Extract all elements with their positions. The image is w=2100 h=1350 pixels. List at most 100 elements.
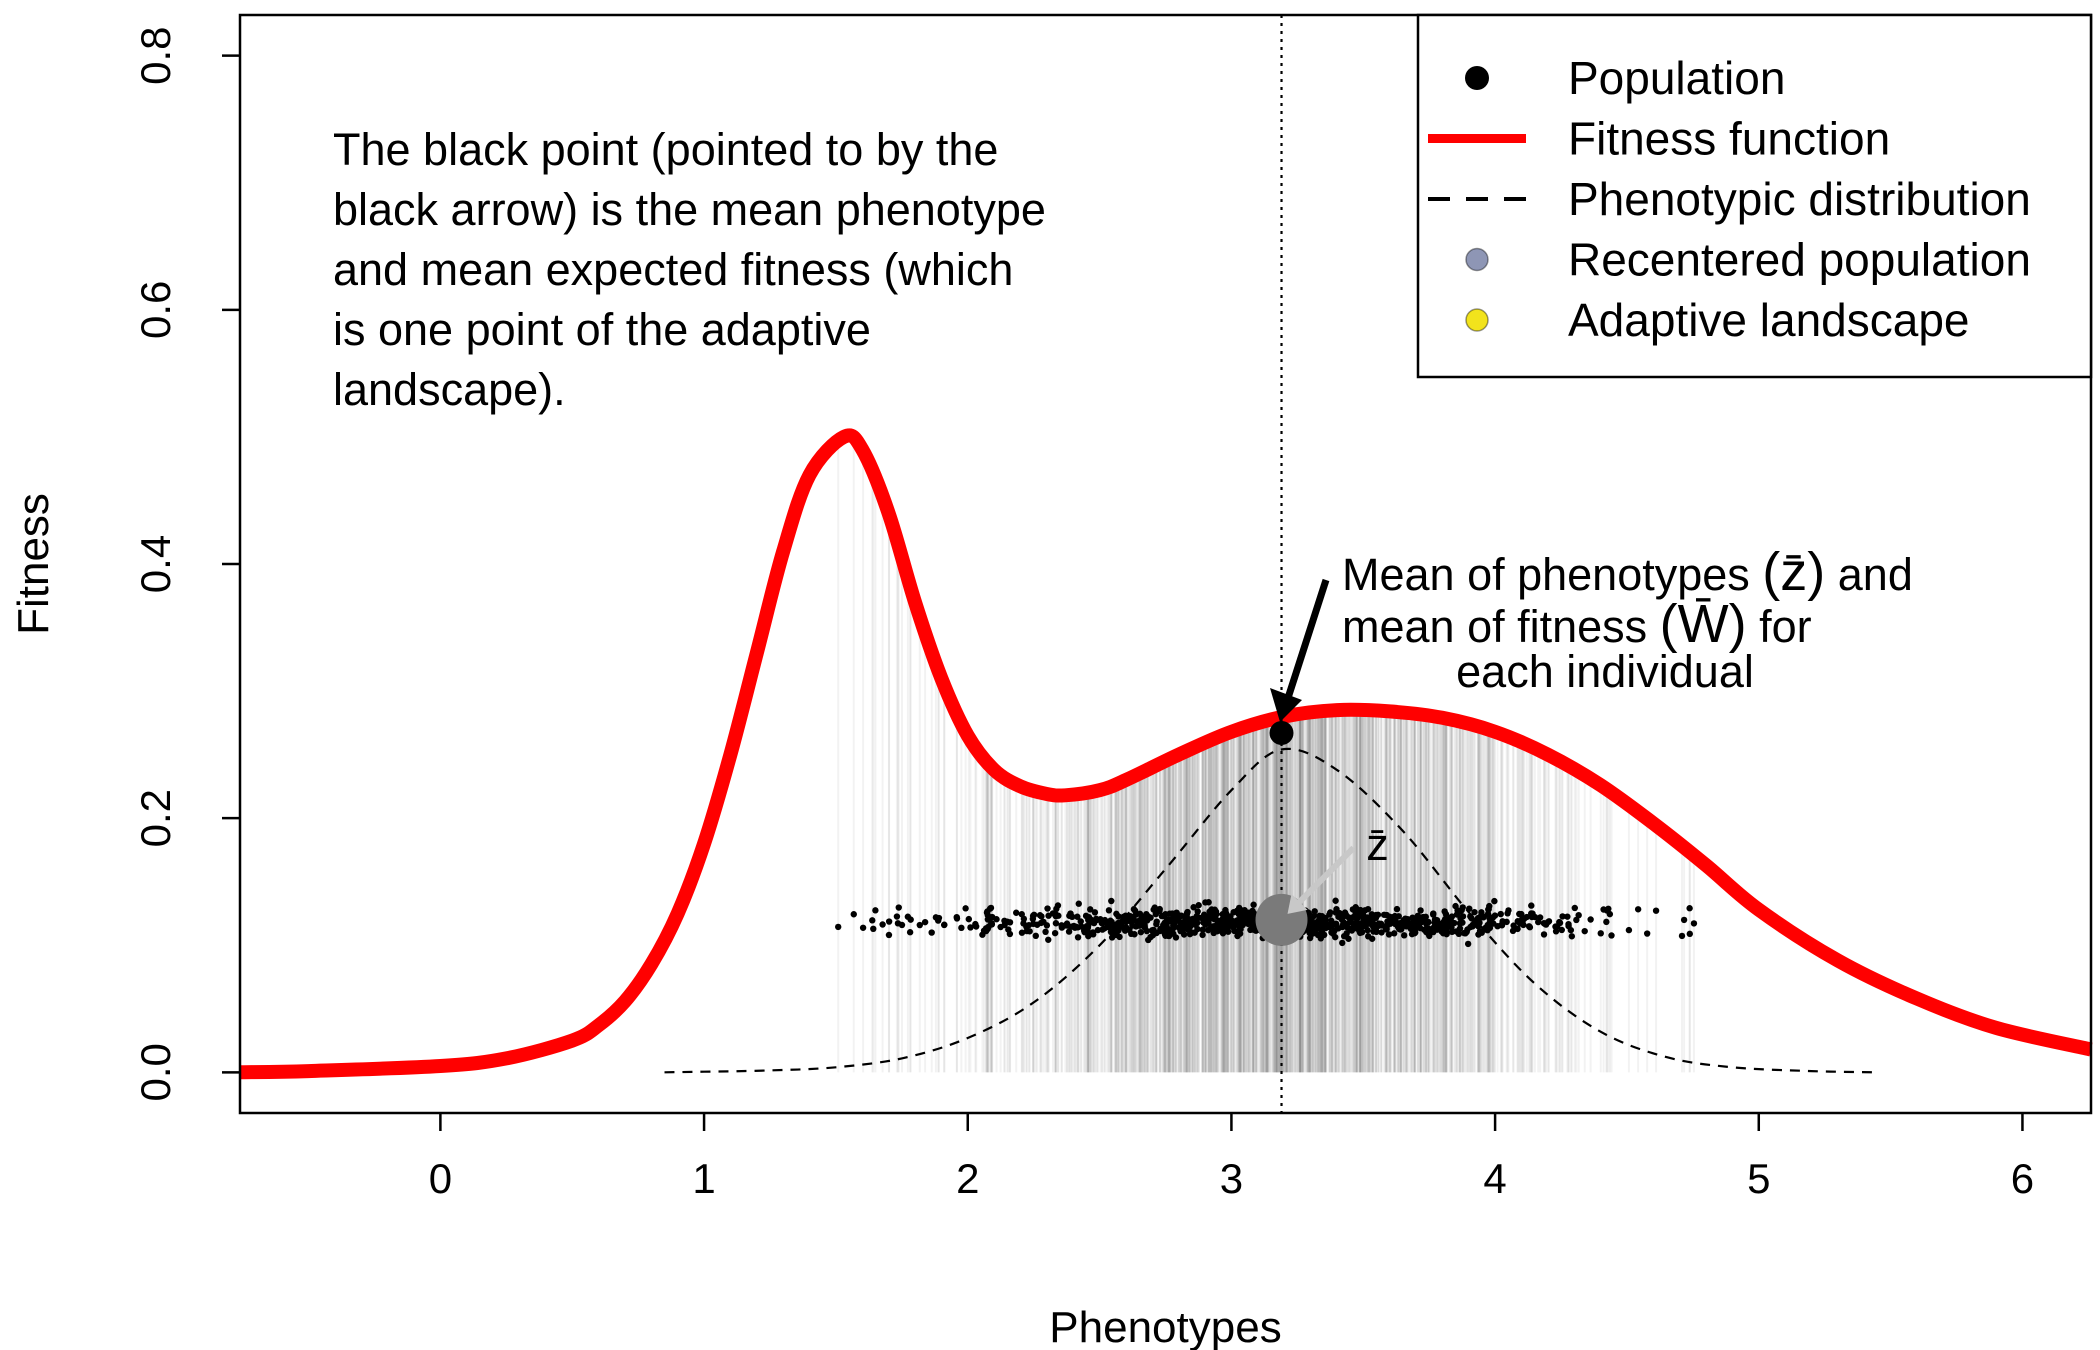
individual-point bbox=[1430, 911, 1437, 918]
individual-point bbox=[1395, 913, 1402, 920]
top-annotation-line: landscape). bbox=[333, 364, 566, 415]
individual-point bbox=[1074, 924, 1081, 931]
individual-point bbox=[1464, 940, 1472, 948]
individual-point bbox=[928, 929, 935, 936]
individual-point bbox=[1199, 931, 1206, 939]
fitness-function-curve bbox=[239, 428, 2093, 1080]
individual-point bbox=[1442, 910, 1450, 918]
individual-point bbox=[1568, 933, 1576, 940]
phenotypic-distribution-layer bbox=[664, 747, 1878, 1074]
individual-point bbox=[1385, 931, 1393, 938]
individual-point bbox=[1153, 920, 1160, 928]
individual-point bbox=[1205, 899, 1212, 906]
top-annotation-line: black arrow) is the mean phenotype bbox=[333, 184, 1046, 235]
individual-point bbox=[1690, 920, 1698, 927]
individual-point bbox=[1558, 926, 1565, 934]
individual-point bbox=[904, 913, 912, 920]
individual-point bbox=[1575, 911, 1582, 919]
individual-point bbox=[1603, 918, 1610, 926]
legend-label: Phenotypic distribution bbox=[1568, 173, 2031, 225]
y-tick-label: 0.0 bbox=[132, 1043, 179, 1101]
individual-point bbox=[906, 929, 914, 936]
individual-point bbox=[1160, 925, 1168, 933]
individual-point bbox=[1150, 906, 1157, 913]
legend: Population Fitness function Phenotypic dis… bbox=[1416, 13, 2093, 379]
individual-point bbox=[1052, 920, 1060, 927]
individual-point bbox=[1351, 906, 1358, 914]
population-arrowhead bbox=[1270, 688, 1302, 722]
individual-point bbox=[1587, 916, 1594, 923]
individual-point bbox=[1425, 925, 1432, 932]
individual-point bbox=[869, 917, 876, 924]
individual-point bbox=[1194, 908, 1201, 915]
individual-point bbox=[1045, 912, 1052, 919]
individual-point bbox=[1091, 909, 1099, 916]
individual-point bbox=[1540, 931, 1548, 938]
individual-point bbox=[1491, 897, 1498, 905]
individual-point bbox=[1131, 931, 1138, 938]
individual-point bbox=[1094, 926, 1102, 934]
individual-point bbox=[1195, 902, 1202, 909]
x-tick-label: 6 bbox=[2011, 1155, 2034, 1202]
individual-point bbox=[1153, 929, 1160, 937]
individual-point bbox=[1145, 936, 1152, 944]
individual-point bbox=[1440, 930, 1447, 937]
individual-point bbox=[1380, 911, 1388, 918]
individual-point bbox=[1077, 918, 1084, 925]
individual-point bbox=[1194, 919, 1201, 927]
individual-point bbox=[1606, 910, 1614, 918]
individual-point bbox=[1417, 924, 1424, 932]
x-tick-label: 0 bbox=[429, 1155, 452, 1202]
individual-point bbox=[1652, 907, 1660, 914]
individual-point bbox=[834, 923, 842, 931]
individual-point bbox=[1377, 920, 1385, 928]
individual-point bbox=[1370, 920, 1377, 928]
individual-point bbox=[1184, 908, 1191, 916]
individual-point bbox=[1108, 897, 1115, 905]
individual-point bbox=[1516, 910, 1523, 918]
individual-point bbox=[1178, 912, 1185, 919]
individual-point bbox=[1391, 930, 1398, 937]
individual-point bbox=[1608, 932, 1615, 939]
individual-point bbox=[1565, 922, 1572, 930]
individual-point bbox=[1108, 934, 1116, 941]
individual-point bbox=[1066, 912, 1073, 919]
individual-point bbox=[1075, 900, 1082, 907]
individual-point bbox=[1237, 926, 1244, 933]
individual-point bbox=[1172, 934, 1180, 941]
individual-point bbox=[1545, 918, 1553, 925]
individual-point bbox=[1219, 930, 1227, 937]
individual-point bbox=[1581, 927, 1588, 935]
individual-point bbox=[1199, 926, 1206, 933]
individual-point bbox=[1043, 922, 1051, 929]
x-tick-label: 4 bbox=[1483, 1155, 1506, 1202]
zbar-symbol: (z̄) bbox=[1762, 542, 1825, 602]
individual-point bbox=[1074, 934, 1082, 941]
individual-point bbox=[1597, 930, 1604, 937]
individual-point bbox=[879, 921, 886, 928]
individual-point bbox=[1564, 913, 1571, 920]
individual-point bbox=[1605, 905, 1612, 912]
annotation-layer: z̄ The black point (pointed to by the blac… bbox=[333, 15, 1913, 1113]
individual-point bbox=[1528, 913, 1536, 921]
individual-point bbox=[1643, 930, 1651, 937]
individual-point bbox=[1306, 929, 1313, 936]
y-tick-label: 0.4 bbox=[132, 535, 179, 593]
individual-point bbox=[1556, 919, 1564, 927]
individual-point bbox=[1486, 902, 1493, 910]
individual-point bbox=[1101, 916, 1109, 924]
individual-point bbox=[1020, 920, 1027, 927]
population-arrow bbox=[1284, 578, 1330, 700]
individual-point bbox=[1211, 906, 1219, 913]
individual-point bbox=[1399, 922, 1407, 929]
individual-point bbox=[1166, 916, 1173, 924]
fitness-function-layer bbox=[239, 428, 2093, 1080]
individual-point bbox=[1053, 905, 1060, 913]
individual-point bbox=[1400, 932, 1408, 939]
individual-point bbox=[1319, 931, 1327, 938]
individual-point bbox=[1143, 910, 1150, 918]
individual-point bbox=[1361, 922, 1368, 930]
population-mean-point bbox=[1269, 721, 1294, 746]
individual-point bbox=[1107, 917, 1114, 924]
